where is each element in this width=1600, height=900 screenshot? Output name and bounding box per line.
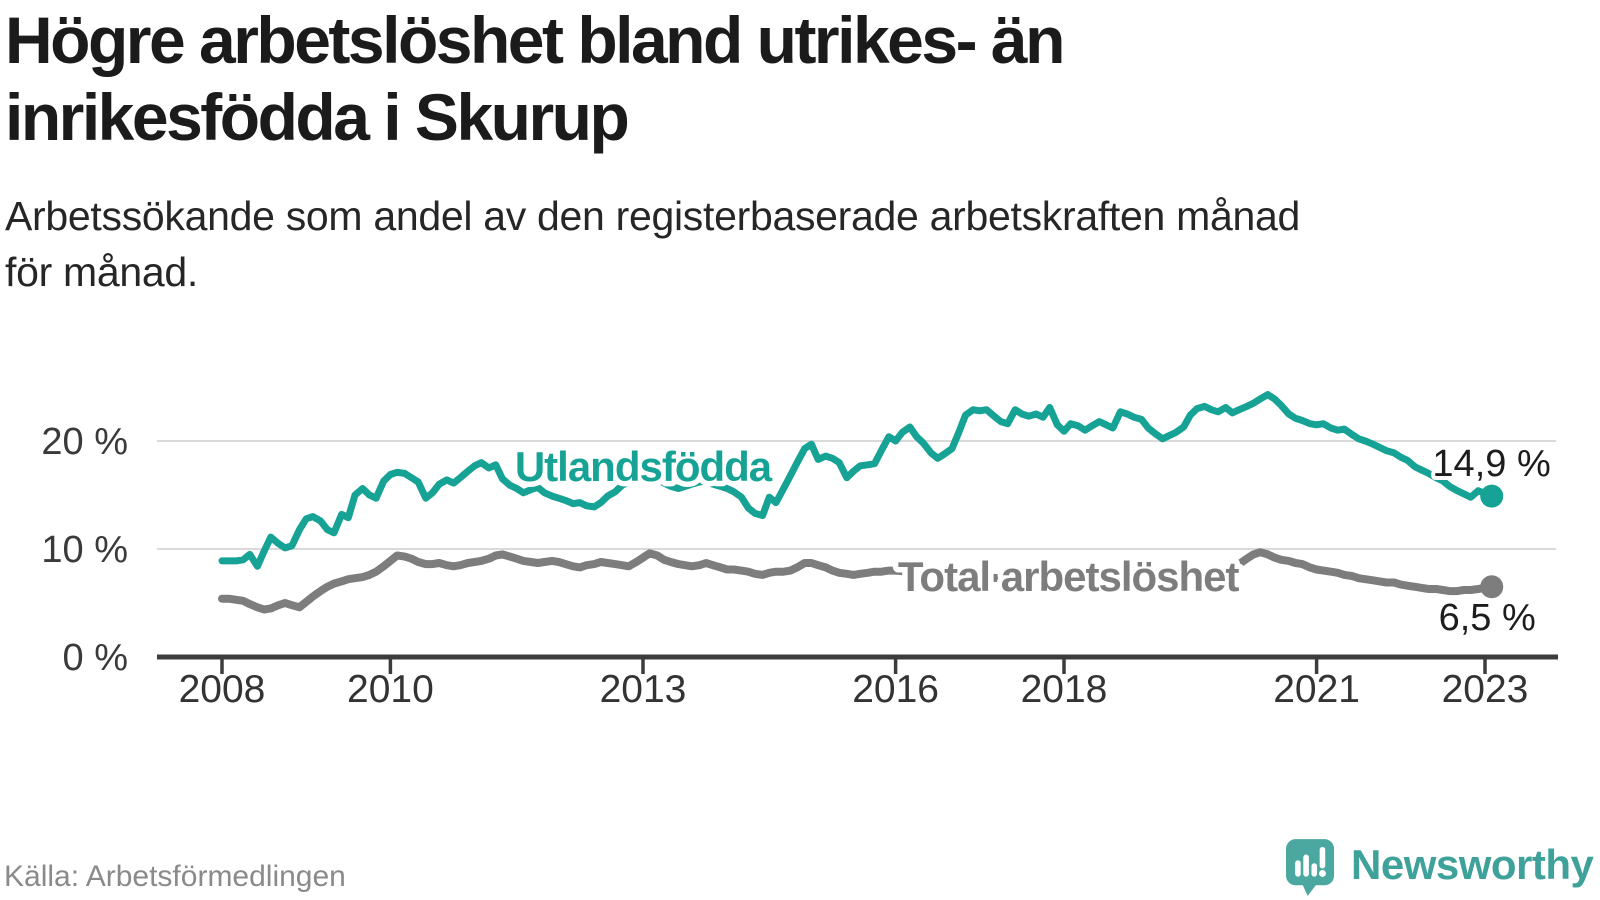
subtitle-line-1: Arbetssökande som andel av den registerb…	[5, 193, 1300, 239]
x-tick-label: 2010	[347, 668, 434, 711]
x-tick-label: 2016	[852, 668, 939, 711]
x-tick-label: 2023	[1442, 668, 1529, 711]
source-note: Källa: Arbetsförmedlingen	[4, 860, 346, 893]
y-tick-label: 20 %	[41, 421, 128, 463]
y-tick-label: 0 %	[63, 637, 128, 679]
series-end-dot-total	[1480, 575, 1504, 599]
series-line-utlandsfodda	[218, 391, 1496, 570]
logo-bar-1	[1295, 860, 1301, 877]
series-end-value-label-total: 6,5 %	[1439, 597, 1536, 639]
series-end-dot-utlandsfodda	[1480, 484, 1504, 508]
title-line-1: Högre arbetslöshet bland utrikes- än	[5, 3, 1065, 77]
logo-exclamation-bar	[1319, 846, 1326, 869]
logo-bar-3	[1311, 863, 1318, 877]
newsworthy-logo: Newsworthy	[1286, 838, 1594, 898]
page-subtitle: Arbetssökande som andel av den registerb…	[5, 188, 1565, 300]
title-line-2: inrikesfödda i Skurup	[5, 80, 630, 154]
logo-bar-2	[1303, 854, 1309, 877]
x-tick-label: 2008	[179, 668, 266, 711]
series-end-value-label-utlandsfodda: 14,9 %	[1432, 443, 1550, 485]
series-line-total	[218, 548, 1496, 614]
speech-bubble-shape	[1286, 839, 1335, 896]
series-inline-label-utlandsfodda: Utlandsfödda	[515, 443, 773, 490]
subtitle-line-2: för månad.	[5, 249, 198, 295]
x-tick-label: 2018	[1021, 668, 1108, 711]
newsworthy-logo-icon	[1286, 839, 1335, 896]
x-tick-label: 2021	[1273, 668, 1360, 711]
series-inline-label-total: Total arbetslöshet	[898, 553, 1240, 600]
y-tick-label: 10 %	[41, 529, 128, 571]
logo-exclamation-dot	[1318, 870, 1326, 877]
x-tick-label: 2013	[600, 668, 687, 711]
brand-name: Newsworthy	[1351, 841, 1594, 888]
page-title: Högre arbetslöshet bland utrikes- än inr…	[5, 2, 1275, 156]
